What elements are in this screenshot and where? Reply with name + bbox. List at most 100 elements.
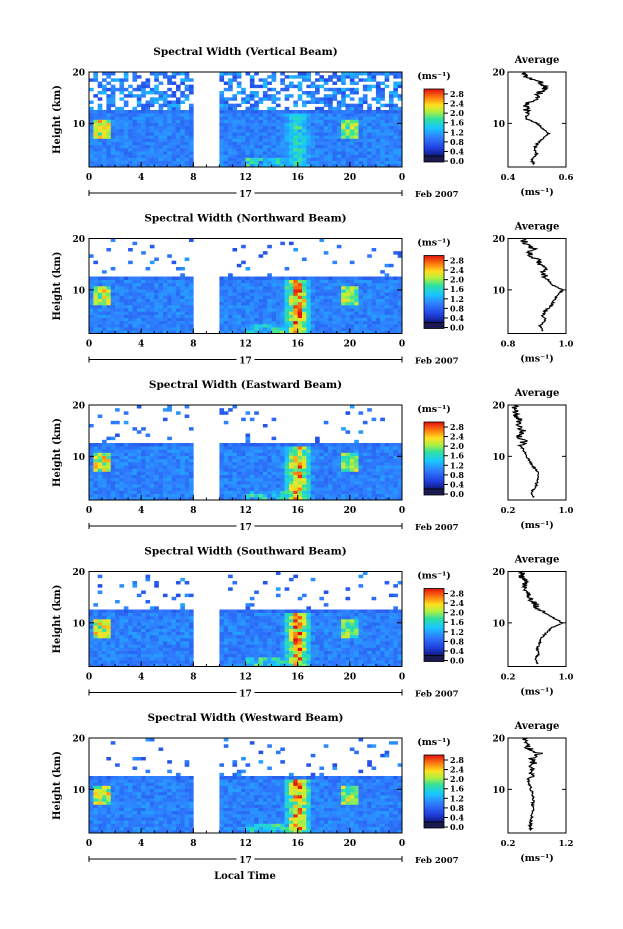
heatmap-cell <box>219 75 225 79</box>
heatmap-cell <box>288 477 294 482</box>
heatmap-cell <box>180 650 185 655</box>
heatmap-cell <box>397 449 403 453</box>
heatmap-cell <box>136 493 142 498</box>
heatmap-cell <box>228 455 233 460</box>
heatmap-cell <box>341 157 346 161</box>
heatmap-cell <box>267 141 272 146</box>
heatmap-cell <box>297 468 303 472</box>
heatmap-cell <box>393 481 398 485</box>
heatmap-cell <box>393 160 398 165</box>
heatmap-cell <box>93 481 98 485</box>
heatmap-cell <box>258 308 264 312</box>
heatmap-cell <box>328 286 333 290</box>
heatmap-cell <box>184 75 190 79</box>
heatmap-cell <box>167 282 172 287</box>
heatmap-cell <box>349 289 355 293</box>
heatmap-cell <box>128 138 133 142</box>
heatmap-cell <box>371 305 377 309</box>
heatmap-cell <box>102 615 107 620</box>
heatmap-cell <box>97 657 103 661</box>
heatmap-cell <box>110 484 116 488</box>
heatmap-cell <box>162 289 168 293</box>
heatmap-cell <box>154 657 159 661</box>
heatmap-cell <box>184 631 190 636</box>
heatmap-cell <box>358 135 364 139</box>
heatmap-cell <box>332 116 338 120</box>
heatmap-cell <box>97 465 103 469</box>
heatmap-cell <box>93 603 98 607</box>
heatmap-cell <box>288 129 294 133</box>
heatmap-cell <box>293 157 298 161</box>
heatmap-cell <box>297 308 303 312</box>
heatmap-cell <box>345 103 351 108</box>
heatmap-cell <box>297 276 303 280</box>
heatmap-cell <box>119 625 125 629</box>
heatmap-cell <box>158 160 164 165</box>
heatmap-cell <box>132 122 138 127</box>
heatmap-cell <box>136 308 142 312</box>
heatmap-cell <box>349 465 355 469</box>
heatmap-cell <box>371 298 377 303</box>
heatmap-cell <box>328 129 333 133</box>
heatmap-cell <box>280 458 285 463</box>
heatmap-cell <box>375 148 381 152</box>
heatmap-cell <box>302 295 307 299</box>
heatmap-cell <box>123 298 129 303</box>
heatmap-cell <box>89 481 94 485</box>
heatmap-cell <box>188 484 194 488</box>
heatmap-cell <box>145 308 151 312</box>
heatmap-cell <box>271 72 277 76</box>
heatmap-cell <box>188 157 194 161</box>
heatmap-cell <box>332 125 338 130</box>
heatmap-cell <box>293 248 298 252</box>
heatmap-cell <box>223 468 229 472</box>
heatmap-cell <box>345 163 351 168</box>
heatmap-cell <box>358 465 364 469</box>
heatmap-cell <box>154 324 159 328</box>
heatmap-cell <box>132 282 138 287</box>
heatmap-cell <box>145 151 151 155</box>
heatmap-cell <box>236 298 242 303</box>
heatmap-cell <box>315 72 320 76</box>
heatmap-cell <box>275 327 281 331</box>
heatmap-cell <box>184 615 190 620</box>
heatmap-cell <box>106 298 112 303</box>
heatmap-cell <box>388 72 394 76</box>
heatmap-cell <box>288 135 294 139</box>
heatmap-cell <box>132 458 138 463</box>
heatmap-cell <box>375 314 381 318</box>
heatmap-cell <box>302 276 307 280</box>
heatmap-cell <box>171 295 177 299</box>
heatmap-cell <box>384 471 390 475</box>
heatmap-cell <box>249 634 255 639</box>
heatmap-cell <box>388 113 394 117</box>
heatmap-cell <box>180 81 185 85</box>
average-unit: (ms⁻¹) <box>520 520 554 531</box>
heatmap-cell <box>271 154 277 158</box>
heatmap-cell <box>249 481 255 485</box>
x-tick-label: 8 <box>190 173 196 183</box>
heatmap-cell <box>380 157 385 161</box>
heatmap-cell <box>180 138 185 142</box>
heatmap-cell <box>158 609 164 613</box>
heatmap-cell <box>236 641 242 645</box>
heatmap-cell <box>175 644 181 648</box>
heatmap-cell <box>136 75 142 79</box>
heatmap-cell <box>315 487 320 491</box>
heatmap-cell <box>271 301 277 306</box>
heatmap-cell <box>223 653 229 658</box>
heatmap-cell <box>188 455 194 460</box>
heatmap-cell <box>249 324 255 328</box>
heatmap-cell <box>393 113 398 117</box>
average-unit: (ms⁻¹) <box>520 354 554 365</box>
heatmap-cell <box>245 433 251 437</box>
heatmap-cell <box>280 320 285 325</box>
heatmap-cell <box>319 157 325 161</box>
heatmap-cell <box>380 417 385 422</box>
heatmap-cell <box>315 308 320 312</box>
heatmap-cell <box>128 663 133 667</box>
heatmap-cell <box>228 468 233 472</box>
heatmap-cell <box>345 305 351 309</box>
heatmap-cell <box>371 163 377 168</box>
heatmap-cell <box>167 78 172 82</box>
